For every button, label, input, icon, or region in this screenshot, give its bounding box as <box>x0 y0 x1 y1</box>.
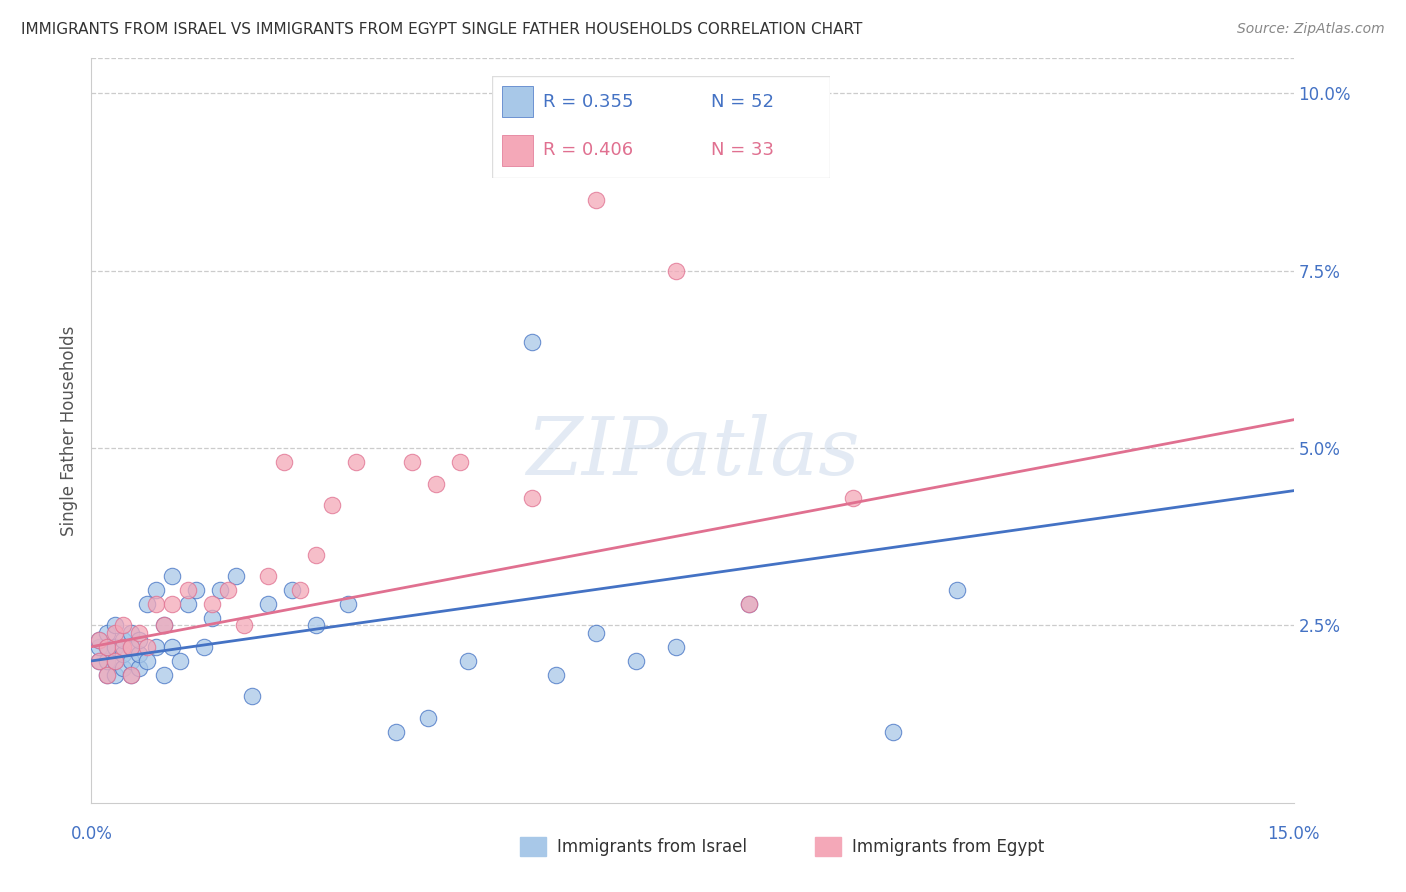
Point <box>145 582 167 597</box>
Point <box>416 711 439 725</box>
Point <box>128 625 150 640</box>
Point <box>104 625 127 640</box>
Point <box>256 597 278 611</box>
Point <box>273 455 295 469</box>
Point <box>89 654 111 668</box>
Point <box>152 618 174 632</box>
Bar <box>502 87 533 117</box>
Point <box>89 632 111 647</box>
Point <box>96 625 118 640</box>
Point <box>121 625 143 640</box>
Point <box>256 569 278 583</box>
Point <box>152 618 174 632</box>
Point <box>946 582 969 597</box>
Point <box>136 640 159 654</box>
Point <box>112 632 135 647</box>
Point <box>201 597 224 611</box>
Text: IMMIGRANTS FROM ISRAEL VS IMMIGRANTS FROM EGYPT SINGLE FATHER HOUSEHOLDS CORRELA: IMMIGRANTS FROM ISRAEL VS IMMIGRANTS FRO… <box>21 22 862 37</box>
Point <box>104 654 127 668</box>
Point <box>121 640 143 654</box>
Point <box>425 476 447 491</box>
Point <box>193 640 215 654</box>
Point <box>112 647 135 661</box>
Point <box>882 724 904 739</box>
Point <box>385 724 408 739</box>
Point <box>841 491 863 505</box>
Point <box>585 193 607 207</box>
Point <box>201 611 224 625</box>
Text: Immigrants from Egypt: Immigrants from Egypt <box>852 838 1045 855</box>
Point <box>96 640 118 654</box>
Point <box>281 582 304 597</box>
Point <box>232 618 254 632</box>
Point <box>288 582 311 597</box>
Point <box>121 640 143 654</box>
Point <box>121 668 143 682</box>
Point <box>96 654 118 668</box>
Point <box>160 640 183 654</box>
Point <box>240 690 263 704</box>
Text: 15.0%: 15.0% <box>1267 825 1320 843</box>
Point <box>89 632 111 647</box>
Point <box>121 654 143 668</box>
Y-axis label: Single Father Households: Single Father Households <box>59 326 77 535</box>
Point <box>112 640 135 654</box>
Point <box>522 334 544 349</box>
Point <box>401 455 423 469</box>
Point <box>121 668 143 682</box>
Point <box>112 661 135 675</box>
Point <box>546 668 568 682</box>
Point <box>321 498 343 512</box>
Point <box>217 582 239 597</box>
Point <box>128 647 150 661</box>
Point <box>89 640 111 654</box>
Point <box>160 569 183 583</box>
Point <box>449 455 471 469</box>
Point <box>104 668 127 682</box>
Point <box>112 618 135 632</box>
Point <box>737 597 759 611</box>
Point <box>344 455 367 469</box>
Point <box>145 640 167 654</box>
Point <box>104 640 127 654</box>
Point <box>128 632 150 647</box>
Point <box>184 582 207 597</box>
Point <box>176 582 198 597</box>
Point <box>89 654 111 668</box>
Text: R = 0.355: R = 0.355 <box>543 94 633 112</box>
Point <box>176 597 198 611</box>
Point <box>457 654 479 668</box>
Text: N = 52: N = 52 <box>711 94 775 112</box>
Point <box>305 548 328 562</box>
Text: Source: ZipAtlas.com: Source: ZipAtlas.com <box>1237 22 1385 37</box>
Point <box>152 668 174 682</box>
Point <box>585 625 607 640</box>
Point <box>305 618 328 632</box>
Point <box>169 654 191 668</box>
Point <box>665 640 688 654</box>
Point <box>96 668 118 682</box>
Point <box>128 661 150 675</box>
Point <box>136 654 159 668</box>
Point <box>737 597 759 611</box>
Point <box>96 668 118 682</box>
Point <box>160 597 183 611</box>
Point <box>104 654 127 668</box>
Text: R = 0.406: R = 0.406 <box>543 141 633 159</box>
Text: 0.0%: 0.0% <box>70 825 112 843</box>
Point <box>665 264 688 278</box>
Bar <box>502 136 533 166</box>
Point <box>104 618 127 632</box>
Point <box>522 491 544 505</box>
Point <box>225 569 247 583</box>
Point <box>626 654 648 668</box>
Text: ZIPatlas: ZIPatlas <box>526 414 859 491</box>
Point <box>96 640 118 654</box>
Point <box>145 597 167 611</box>
Point <box>136 597 159 611</box>
Text: N = 33: N = 33 <box>711 141 775 159</box>
Text: Immigrants from Israel: Immigrants from Israel <box>557 838 747 855</box>
Point <box>208 582 231 597</box>
Point <box>336 597 359 611</box>
